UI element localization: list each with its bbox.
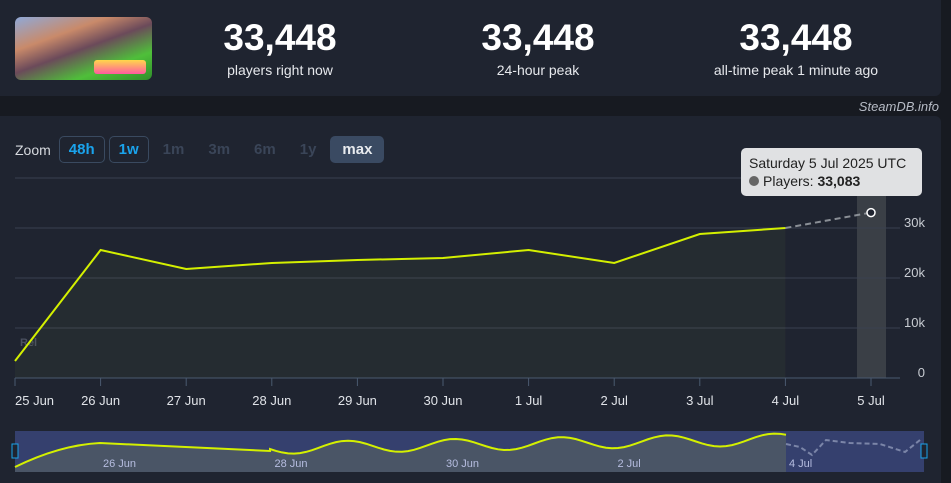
navigator-handle[interactable] [11, 443, 19, 459]
navigator-label: 4 Jul [789, 458, 812, 470]
y-tick-label: 30k [904, 215, 925, 230]
zoom-controls: Zoom 48h 1w 1m 3m 6m 1y max [15, 136, 385, 163]
steamdb-credit[interactable]: SteamDB.info [858, 99, 939, 114]
chart-tooltip: Saturday 5 Jul 2025 UTC Players: 33,083 [741, 148, 922, 196]
stat-label: 24-hour peak [496, 62, 580, 78]
stat-all-time-peak: 33,448 all-time peak 1 minute ago [686, 17, 906, 79]
x-tick-label: 30 Jun [423, 393, 462, 408]
tooltip-series: Players: [763, 173, 814, 189]
x-tick-label: 27 Jun [167, 393, 206, 408]
zoom-1y-button[interactable]: 1y [299, 141, 317, 158]
stats-header: 33,448 players right now 33,448 24-hour pe… [0, 0, 941, 96]
navigator-label: 30 Jun [446, 458, 479, 470]
zoom-6m-button[interactable]: 6m [254, 141, 276, 158]
tooltip-date: Saturday 5 Jul 2025 UTC [749, 155, 907, 171]
stat-label: players right now [227, 62, 333, 78]
stat-value: 33,448 [481, 17, 595, 58]
zoom-1w-button[interactable]: 1w [108, 136, 149, 163]
x-tick-label: 29 Jun [338, 393, 377, 408]
navigator-line [14, 432, 787, 468]
stat-value: 33,448 [739, 17, 853, 58]
navigator-label: 28 Jun [275, 458, 308, 470]
navigator-area [15, 433, 786, 472]
tooltip-value: 33,083 [817, 173, 861, 189]
x-tick-label: 5 Jul [857, 393, 885, 408]
navigator-handle[interactable] [920, 443, 928, 459]
stat-24h-peak: 33,448 24-hour peak [428, 17, 648, 79]
y-tick-label: 0 [918, 365, 925, 380]
x-tick-label: 1 Jul [515, 393, 543, 408]
series-dot-icon [749, 176, 759, 186]
x-tick-label: 2 Jul [600, 393, 628, 408]
stat-label: all-time peak 1 minute ago [713, 62, 879, 78]
navigator-line-projected [785, 438, 921, 457]
series-line-projected [785, 211, 872, 229]
zoom-label: Zoom [15, 141, 51, 158]
y-tick-label: 20k [904, 265, 925, 280]
navigator-label: 2 Jul [618, 458, 641, 470]
zoom-max-button[interactable]: max [330, 136, 385, 163]
x-tick-label: 25 Jun [15, 393, 54, 408]
stat-players-now: 33,448 players right now [170, 17, 390, 79]
zoom-1m-button[interactable]: 1m [162, 141, 185, 158]
x-tick-label: 4 Jul [772, 393, 800, 408]
game-logo [94, 60, 146, 74]
x-tick-label: 26 Jun [81, 393, 120, 408]
series-line [14, 227, 786, 362]
x-tick-label: 3 Jul [686, 393, 714, 408]
x-tick-label: 28 Jun [252, 393, 291, 408]
y-tick-label: 10k [904, 315, 925, 330]
zoom-3m-button[interactable]: 3m [208, 141, 231, 158]
data-point [866, 207, 876, 218]
navigator-label: 26 Jun [103, 458, 136, 470]
game-banner[interactable] [15, 17, 152, 80]
zoom-48h-button[interactable]: 48h [58, 136, 105, 163]
series-area [15, 228, 786, 378]
stat-value: 33,448 [223, 17, 337, 58]
